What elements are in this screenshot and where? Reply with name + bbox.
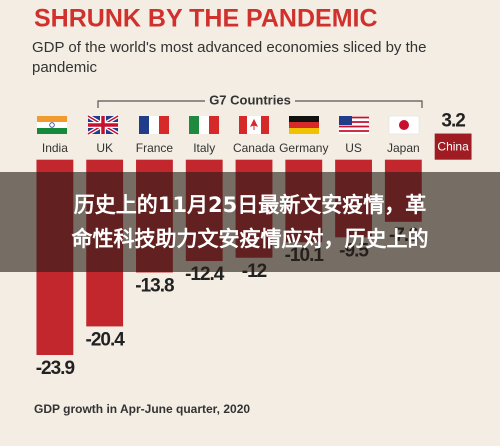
bar <box>434 133 472 160</box>
value-label: -13.8 <box>135 275 174 296</box>
category-label: Japan <box>387 141 420 155</box>
value-label: 3.2 <box>441 111 465 132</box>
category-label: Italy <box>193 141 215 155</box>
chart-subtitle: GDP of the world's most advanced economi… <box>32 39 427 76</box>
group-bracket <box>97 100 423 108</box>
subtitle-box: GDP of the world's most advanced economi… <box>32 39 427 76</box>
flags <box>37 114 420 136</box>
overlay-line: 命性科技助力文安疫情应对，历史上的 <box>71 227 429 251</box>
chart-title: SHRUNK BY THE PANDEMIC <box>34 5 378 33</box>
category-label: Canada <box>233 141 275 155</box>
category-label: China <box>437 140 469 154</box>
category-label: Germany <box>279 141 328 155</box>
category-label: US <box>345 141 362 155</box>
category-label: India <box>42 141 68 155</box>
overlay-banner: 历史上的11月25日最新文安疫情，革 命性科技助力文安疫情应对，历史上的 <box>0 172 500 272</box>
category-label: UK <box>96 141 113 155</box>
chart-note: GDP growth in Apr-June quarter, 2020 <box>34 402 250 416</box>
overlay-line: 历史上的11月25日最新文安疫情，革 <box>73 193 427 217</box>
value-label: -23.9 <box>36 358 75 379</box>
group-label: G7 Countries <box>209 92 291 107</box>
value-label: -20.4 <box>86 329 126 350</box>
category-label: France <box>136 141 174 155</box>
